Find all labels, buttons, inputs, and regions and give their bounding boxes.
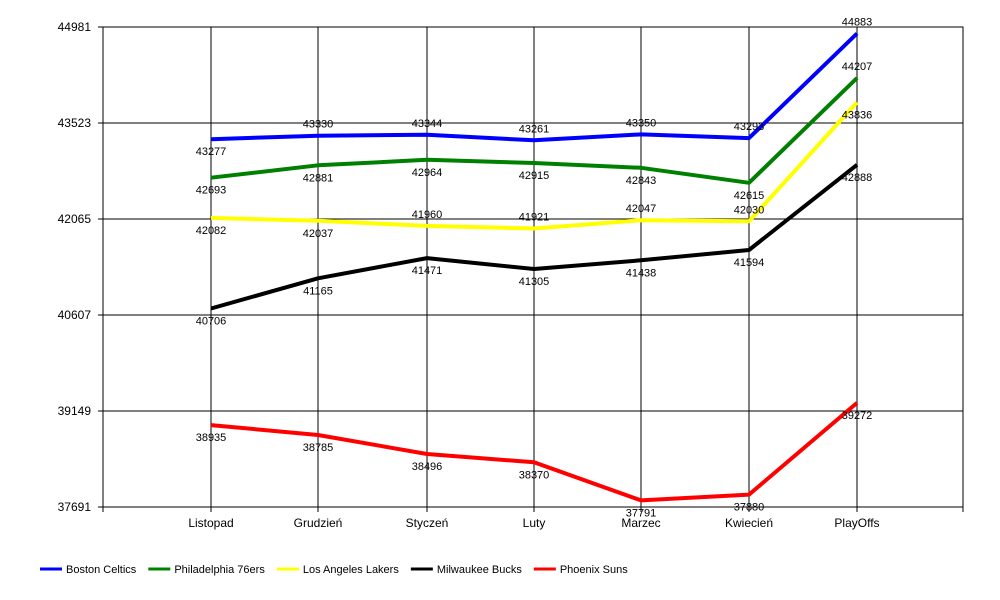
data-label: 41960 — [412, 209, 443, 221]
data-label: 38370 — [519, 469, 550, 481]
x-tick-label: Marzec — [621, 516, 660, 530]
legend-label: Phoenix Suns — [560, 564, 628, 576]
data-label: 42881 — [303, 172, 334, 184]
series-line-philadelphia-76ers — [210, 76, 859, 185]
data-label: 43330 — [303, 119, 334, 131]
data-label: 43344 — [412, 118, 443, 130]
legend-label: Los Angeles Lakers — [303, 564, 400, 576]
data-label: 42082 — [196, 225, 227, 237]
data-label: 43261 — [519, 123, 550, 135]
legend-label: Milwaukee Bucks — [437, 564, 522, 576]
data-label: 42964 — [412, 167, 443, 179]
series-line-los-angeles-lakers — [210, 101, 859, 231]
data-label: 44883 — [842, 16, 873, 28]
data-label: 44207 — [842, 61, 873, 73]
data-labels: 43277 43330 43344 43261 43350 43293 44883 42693… — [196, 16, 873, 519]
data-label: 41305 — [519, 276, 550, 288]
data-label: 42615 — [734, 190, 765, 202]
data-label: 38935 — [196, 432, 227, 444]
data-label: 38496 — [412, 461, 443, 473]
y-tick-label: 42065 — [58, 212, 92, 226]
data-label: 42888 — [842, 172, 873, 184]
data-label: 37791 — [626, 507, 657, 519]
series-line-phoenix-suns — [210, 401, 859, 503]
data-label: 42843 — [626, 175, 657, 187]
data-label: 41471 — [412, 265, 443, 277]
data-label: 41594 — [734, 257, 765, 269]
data-label: 39272 — [842, 410, 873, 422]
x-tick-label: Kwiecień — [725, 516, 773, 530]
series-line-boston-celtics — [210, 32, 859, 143]
data-label: 43836 — [842, 109, 873, 121]
series-lines — [210, 32, 859, 503]
legend: Boston Celtics Philadelphia 76ers Los Ange… — [40, 564, 628, 576]
y-tick-label: 39149 — [58, 404, 92, 418]
data-label: 41921 — [519, 211, 550, 223]
x-tick-label: Styczeń — [406, 516, 449, 530]
series-line-milwaukee-bucks — [210, 163, 859, 311]
data-label: 41165 — [303, 285, 333, 297]
x-tick-label: Luty — [523, 516, 546, 530]
legend-label: Philadelphia 76ers — [174, 564, 265, 576]
data-label: 43350 — [626, 117, 657, 129]
x-tick-label: Grudzień — [294, 516, 343, 530]
data-label: 42030 — [734, 204, 765, 216]
axes: 37691 39149 40607 42065 43523 44981 Listopad Gr… — [58, 20, 964, 530]
legend-label: Boston Celtics — [66, 564, 137, 576]
data-label: 43293 — [734, 121, 765, 133]
data-label: 43277 — [196, 146, 227, 158]
data-label: 42047 — [626, 203, 657, 215]
x-tick-label: PlayOffs — [834, 516, 879, 530]
data-label: 42037 — [303, 228, 334, 240]
y-tick-label: 43523 — [58, 116, 92, 130]
x-tick-label: Listopad — [188, 516, 233, 530]
y-tick-label: 37691 — [58, 500, 92, 514]
data-label: 41438 — [626, 267, 657, 279]
data-label: 40706 — [196, 315, 227, 327]
plot-area-border — [102, 26, 964, 508]
data-label: 37880 — [734, 502, 765, 514]
data-label: 42915 — [519, 170, 550, 182]
data-label: 42693 — [196, 185, 227, 197]
data-label: 38785 — [303, 442, 334, 454]
y-tick-label: 44981 — [58, 20, 92, 34]
y-tick-label: 40607 — [58, 308, 92, 322]
